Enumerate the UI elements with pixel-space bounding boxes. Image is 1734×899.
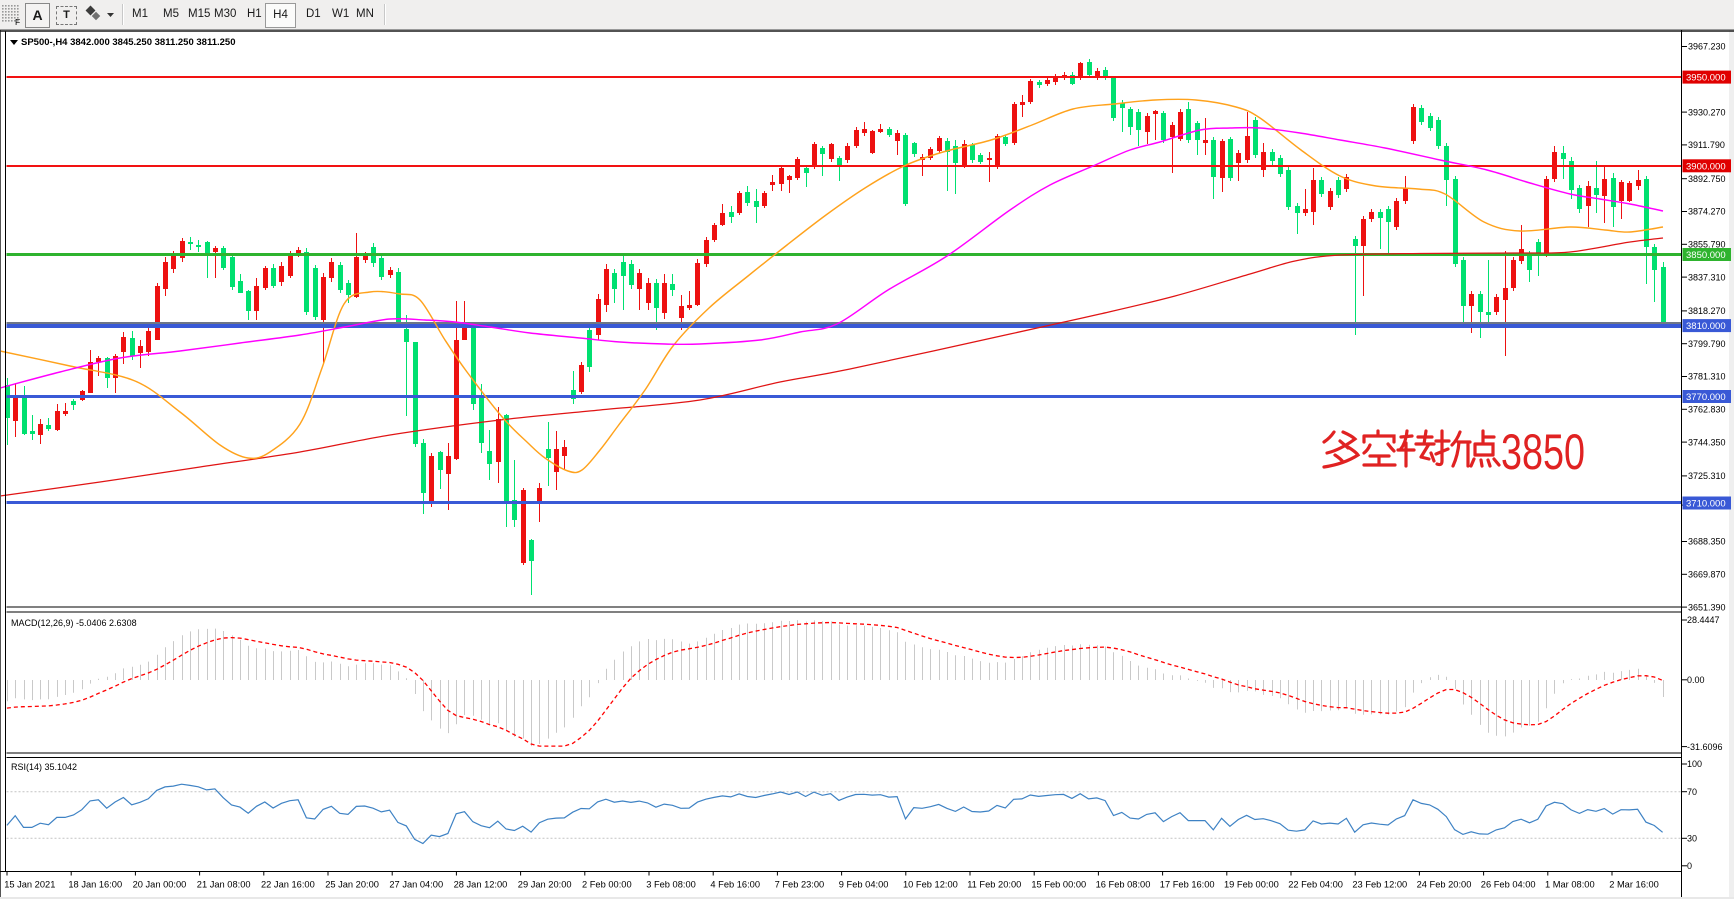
svg-text:16 Feb 08:00: 16 Feb 08:00 xyxy=(1096,880,1151,890)
svg-text:22 Jan 16:00: 22 Jan 16:00 xyxy=(261,880,315,890)
svg-text:3810.000: 3810.000 xyxy=(1686,321,1726,332)
svg-text:3799.790: 3799.790 xyxy=(1688,339,1726,349)
svg-text:3688.350: 3688.350 xyxy=(1688,537,1726,547)
svg-text:30: 30 xyxy=(1687,834,1697,844)
svg-text:2 Mar 16:00: 2 Mar 16:00 xyxy=(1609,880,1659,890)
svg-text:10 Feb 12:00: 10 Feb 12:00 xyxy=(903,880,958,890)
svg-text:22 Feb 04:00: 22 Feb 04:00 xyxy=(1288,880,1343,890)
svg-text:29 Jan 20:00: 29 Jan 20:00 xyxy=(518,880,572,890)
svg-text:3669.870: 3669.870 xyxy=(1688,570,1726,580)
svg-text:3762.830: 3762.830 xyxy=(1688,405,1726,415)
svg-text:20 Jan 00:00: 20 Jan 00:00 xyxy=(133,880,187,890)
svg-text:28.4447: 28.4447 xyxy=(1687,615,1720,625)
svg-text:3950.000: 3950.000 xyxy=(1686,73,1726,84)
svg-text:19 Feb 00:00: 19 Feb 00:00 xyxy=(1224,880,1279,890)
svg-text:MACD(12,26,9) -5.0406 2.6308: MACD(12,26,9) -5.0406 2.6308 xyxy=(11,618,137,628)
svg-text:3874.270: 3874.270 xyxy=(1688,207,1726,217)
svg-text:3837.310: 3837.310 xyxy=(1688,272,1726,282)
svg-text:27 Jan 04:00: 27 Jan 04:00 xyxy=(389,880,443,890)
svg-text:3651.390: 3651.390 xyxy=(1688,602,1726,612)
svg-text:25 Jan 20:00: 25 Jan 20:00 xyxy=(325,880,379,890)
svg-text:3725.310: 3725.310 xyxy=(1688,471,1726,481)
svg-text:26 Feb 04:00: 26 Feb 04:00 xyxy=(1481,880,1536,890)
svg-text:15 Feb 00:00: 15 Feb 00:00 xyxy=(1031,880,1086,890)
svg-text:3781.310: 3781.310 xyxy=(1688,372,1726,382)
svg-text:3850: 3850 xyxy=(1501,423,1585,480)
svg-text:3911.790: 3911.790 xyxy=(1688,140,1725,150)
svg-text:11 Feb 20:00: 11 Feb 20:00 xyxy=(967,880,1021,890)
svg-text:3967.230: 3967.230 xyxy=(1688,42,1726,52)
svg-text:15 Jan 2021: 15 Jan 2021 xyxy=(4,880,55,890)
svg-text:23 Feb 12:00: 23 Feb 12:00 xyxy=(1352,880,1407,890)
svg-text:24 Feb 20:00: 24 Feb 20:00 xyxy=(1417,880,1472,890)
svg-text:7 Feb 23:00: 7 Feb 23:00 xyxy=(775,880,825,890)
svg-text:0.00: 0.00 xyxy=(1687,675,1705,685)
svg-text:1 Mar 08:00: 1 Mar 08:00 xyxy=(1545,880,1595,890)
svg-text:3850.000: 3850.000 xyxy=(1686,250,1726,261)
svg-text:3855.790: 3855.790 xyxy=(1688,240,1726,250)
svg-text:3892.750: 3892.750 xyxy=(1688,174,1726,184)
svg-text:9 Feb 04:00: 9 Feb 04:00 xyxy=(839,880,889,890)
svg-text:3744.350: 3744.350 xyxy=(1688,437,1726,447)
svg-text:3930.270: 3930.270 xyxy=(1688,107,1726,117)
svg-text:3818.270: 3818.270 xyxy=(1688,306,1726,316)
svg-text:2 Feb 00:00: 2 Feb 00:00 xyxy=(582,880,632,890)
svg-text:3900.000: 3900.000 xyxy=(1686,161,1726,172)
svg-text:28 Jan 12:00: 28 Jan 12:00 xyxy=(454,880,508,890)
svg-text:3 Feb 08:00: 3 Feb 08:00 xyxy=(646,880,696,890)
svg-text:-31.6096: -31.6096 xyxy=(1687,742,1723,752)
svg-text:0: 0 xyxy=(1687,861,1692,871)
svg-text:RSI(14) 35.1042: RSI(14) 35.1042 xyxy=(11,762,77,772)
svg-text:70: 70 xyxy=(1687,787,1697,797)
svg-text:17 Feb 16:00: 17 Feb 16:00 xyxy=(1160,880,1215,890)
svg-text:3770.000: 3770.000 xyxy=(1686,392,1726,403)
svg-text:3710.000: 3710.000 xyxy=(1686,499,1726,510)
svg-text:4 Feb 16:00: 4 Feb 16:00 xyxy=(710,880,760,890)
svg-text:21 Jan 08:00: 21 Jan 08:00 xyxy=(197,880,251,890)
svg-text:100: 100 xyxy=(1687,759,1702,769)
svg-text:SP500-,H4 3842.000 3845.250 3: SP500-,H4 3842.000 3845.250 3811.250 381… xyxy=(21,37,235,48)
svg-text:F: F xyxy=(15,17,20,27)
svg-text:18 Jan 16:00: 18 Jan 16:00 xyxy=(68,880,122,890)
